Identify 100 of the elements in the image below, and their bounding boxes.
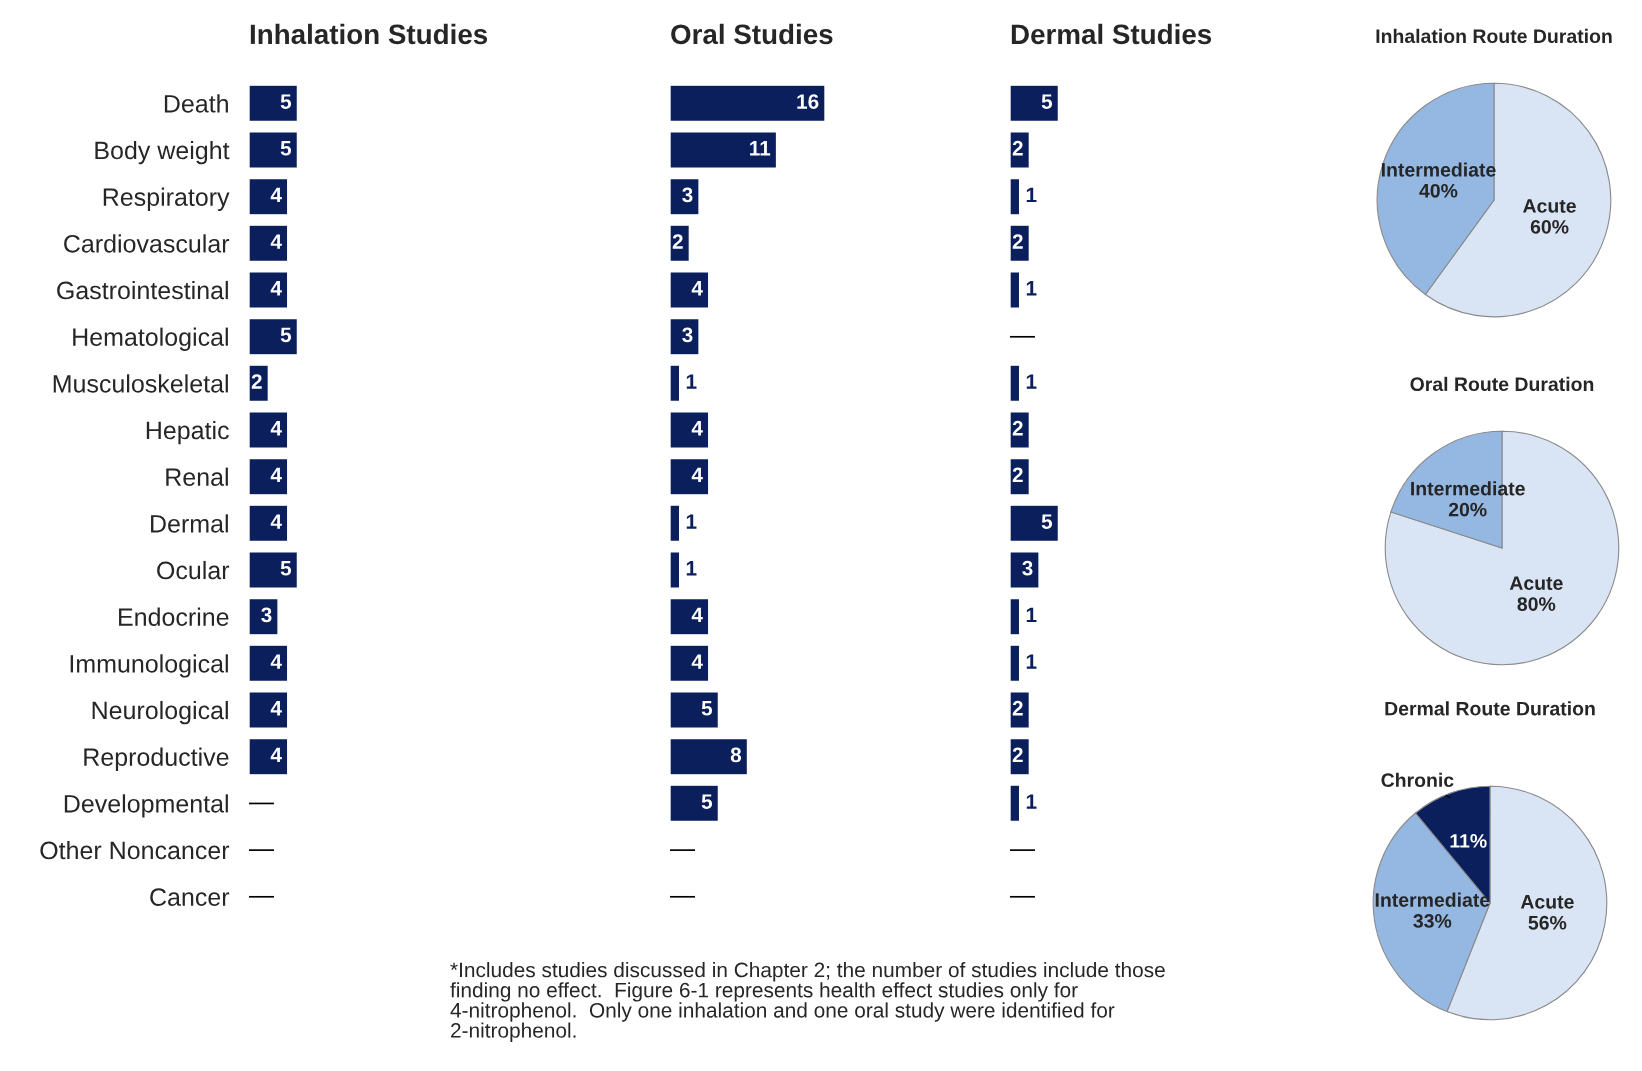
- data-label: 56%: [1528, 915, 1567, 930]
- chart-title: Dermal Route Duration: [1385, 701, 1595, 716]
- data-label: 3: [1022, 560, 1033, 576]
- bar: [670, 691, 720, 729]
- bar: [1010, 457, 1031, 496]
- slice-label: Acute: [1520, 895, 1574, 909]
- y-tick-label: Cancer: [150, 888, 230, 906]
- text: —: [249, 802, 274, 805]
- bar: [1010, 644, 1021, 683]
- data-label: 5: [1041, 514, 1053, 529]
- bar: [1010, 271, 1021, 309]
- data-label: 5: [701, 794, 713, 809]
- data-label: 20%: [1448, 502, 1487, 517]
- data-label: 1: [1026, 794, 1037, 809]
- bar: [249, 131, 299, 169]
- data-label: 4: [691, 467, 703, 483]
- y-tick-label: Musculoskeletal: [53, 374, 228, 393]
- data-label: 1: [1026, 654, 1037, 669]
- y-tick-label: Reproductive: [84, 747, 229, 771]
- data-label: 11: [750, 141, 771, 156]
- text: —: [249, 849, 274, 851]
- data-label: 1: [1026, 281, 1037, 296]
- data-label: 4: [691, 421, 703, 436]
- bar: [249, 411, 289, 449]
- bar: [1010, 364, 1021, 403]
- data-label: 1: [686, 514, 697, 529]
- y-tick-label: Hepatic: [146, 420, 229, 445]
- data-label: 4: [270, 281, 282, 296]
- data-label: 80%: [1517, 597, 1556, 611]
- data-label: 1: [686, 374, 697, 389]
- text: Inhalation Studies: [250, 23, 488, 45]
- y-tick-label: Endocrine: [119, 607, 229, 626]
- text: —: [1010, 895, 1035, 898]
- data-label: 16: [797, 94, 819, 109]
- data-label: 4: [691, 654, 703, 669]
- data-label: 60%: [1530, 219, 1569, 234]
- data-label: 4: [270, 654, 282, 669]
- bar: [670, 84, 825, 123]
- bar: [1010, 504, 1060, 543]
- slice-label: Intermediate: [1411, 481, 1525, 496]
- text: —: [249, 895, 274, 898]
- text: —: [1010, 849, 1035, 851]
- data-label: 33%: [1413, 914, 1452, 928]
- bar: [1010, 784, 1021, 823]
- bar: [670, 504, 681, 543]
- data-label: 2: [1012, 140, 1023, 156]
- y-tick-label: Hematological: [73, 327, 228, 351]
- y-tick-label: Respiratory: [103, 187, 230, 211]
- bar: [1010, 84, 1060, 123]
- data-label: 11%: [1450, 834, 1487, 848]
- data-label: 5: [280, 94, 292, 109]
- data-label: 8: [730, 747, 742, 763]
- slice-label: Chronic: [1381, 772, 1454, 788]
- chart-title: Oral Route Duration: [1410, 376, 1594, 392]
- bar: [1010, 597, 1021, 636]
- y-tick-label: Renal: [166, 467, 228, 486]
- data-label: 5: [1041, 94, 1053, 109]
- bar: [670, 411, 710, 449]
- data-label: 2: [1012, 420, 1023, 436]
- bar: [249, 457, 289, 496]
- pie-slice: [1384, 430, 1620, 666]
- bar: [249, 644, 289, 683]
- bar: [1010, 737, 1031, 776]
- bar: [249, 271, 289, 309]
- slice-label: Acute: [1523, 199, 1576, 213]
- slice-label: Acute: [1509, 576, 1563, 590]
- y-tick-label: Body weight: [95, 140, 230, 165]
- y-tick-label: Death: [164, 94, 228, 113]
- y-tick-label: Other Noncancer: [40, 840, 230, 860]
- text: —: [670, 895, 695, 898]
- data-label: 1: [1026, 187, 1037, 203]
- y-tick-label: Gastrointestinal: [57, 280, 228, 300]
- data-label: 5: [280, 141, 292, 156]
- data-label: 2: [1012, 747, 1023, 763]
- text: *Includes studies discussed in Chapter 2; the number of studies include those finding no effect. Figure 6-1 represents health effect studies only for 4-nitrophenol. Only one inhalation and one oral study were identified for 2-nitrophenol.: [450, 962, 1165, 1042]
- data-label: 4: [270, 747, 282, 763]
- chart-title: Dermal Studies: [1011, 23, 1212, 45]
- y-tick-label: Cardiovascular: [64, 234, 230, 253]
- text: —: [1010, 335, 1035, 338]
- data-label: 1: [1026, 607, 1037, 623]
- bar: [670, 597, 710, 636]
- bar: [670, 457, 710, 496]
- data-label: 1: [686, 561, 697, 576]
- data-label: 1: [1026, 374, 1037, 389]
- bar: [670, 644, 710, 683]
- bar: [1010, 131, 1031, 169]
- bar: [1010, 411, 1031, 449]
- data-label: 2: [251, 374, 262, 389]
- data-label: 4: [270, 467, 282, 483]
- bar: [1010, 551, 1040, 589]
- chart-title: Inhalation Route Duration: [1376, 28, 1612, 44]
- text: —: [670, 849, 695, 851]
- data-label: 5: [701, 701, 713, 716]
- slice-label: Intermediate: [1381, 162, 1496, 177]
- bar: [1010, 691, 1031, 729]
- y-tick-label: Immunological: [70, 654, 228, 678]
- bar: [249, 84, 299, 123]
- data-label: 4: [691, 607, 703, 623]
- data-label: 4: [270, 234, 282, 249]
- data-label: 3: [261, 607, 272, 623]
